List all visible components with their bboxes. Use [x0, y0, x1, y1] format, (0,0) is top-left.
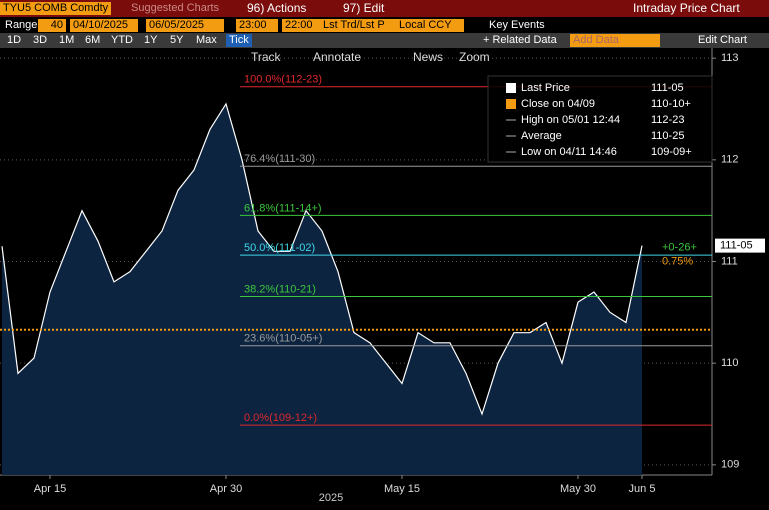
x-tick-label: Jun 5 [629, 483, 656, 495]
period-button[interactable]: Tick [226, 34, 252, 47]
legend-value: 111-05 [651, 82, 684, 94]
x-tick-label: May 15 [384, 483, 420, 495]
chart-tool[interactable]: Track [251, 50, 281, 64]
fib-label: 100.0%(112-23) [244, 74, 322, 86]
x-tick-label: May 30 [560, 483, 596, 495]
fib-label: 61.8%(111-14+) [244, 202, 322, 214]
y-tick-label: 112 [721, 154, 739, 166]
period-button[interactable]: 3D [33, 34, 48, 46]
legend-value: 110-10+ [651, 98, 691, 110]
chart-tool[interactable]: News [413, 50, 444, 64]
edit[interactable]: 97) Edit [343, 1, 385, 15]
fib-label: 0.0%(109-12+) [244, 412, 317, 424]
fib-label: 76.4%(111-30) [244, 153, 315, 165]
legend-name: Close on 04/09 [521, 98, 595, 110]
end-time[interactable]: 22:00 [282, 19, 320, 32]
price-area [2, 103, 642, 475]
price-line [1, 102, 643, 416]
period-button[interactable]: 1Y [144, 34, 158, 46]
ticker[interactable]: TYU5 COMB Comdty [0, 2, 112, 15]
period-button[interactable]: 1D [7, 34, 22, 46]
y-tick-label: 110 [721, 357, 739, 369]
add-data[interactable]: Add Data [570, 34, 660, 47]
legend-name: Low on 04/11 14:46 [521, 146, 617, 158]
last-price-box [715, 238, 765, 253]
legend-value: 110-25 [651, 130, 684, 142]
period-button[interactable]: 5Y [170, 34, 184, 46]
y-tick-label: 109 [721, 459, 739, 471]
start-date[interactable]: 04/10/2025 [70, 19, 138, 32]
legend-name: Last Price [521, 82, 570, 94]
legend-name: Average [521, 130, 562, 142]
edit-chart[interactable]: Edit Chart [698, 34, 747, 46]
period-button[interactable]: YTD [111, 34, 133, 46]
legend-name: High on 05/01 12:44 [521, 114, 620, 126]
change: +0-26+ [662, 242, 697, 254]
field[interactable]: Lst Trd/Lst P [320, 19, 396, 32]
legend-value: 109-09+ [651, 146, 692, 158]
legend-swatch [506, 99, 516, 109]
period-button[interactable]: Max [196, 34, 217, 46]
y-tick-label: 111 [721, 255, 738, 267]
key-events[interactable]: Key Events [489, 19, 545, 31]
view-name: Intraday Price Chart [633, 1, 740, 15]
legend-box [487, 75, 713, 163]
range-label: Range [5, 19, 38, 31]
chart-tool[interactable]: Zoom [459, 50, 490, 64]
last-price-label: 111-05 [720, 240, 753, 252]
y-tick-label: 113 [721, 52, 739, 64]
change-pct: 0.75% [662, 256, 693, 268]
title-bar: TYU5 COMB Comdty Suggested Charts 96) Ac… [0, 0, 769, 17]
legend-value: 112-23 [651, 114, 684, 126]
fib-label: 50.0%(111-02) [244, 242, 315, 254]
x-label: 2025 [319, 492, 343, 504]
legend: Last Price 111-05 Close on 04/09 110-10+ Hig… [487, 75, 713, 163]
x-tick-label: Apr 30 [210, 483, 242, 495]
period-bar: 1D 3D 1M 6M YTD 1Y 5Y Max Tick + Related Data Ad… [0, 33, 769, 48]
start-time[interactable]: 23:00 [236, 19, 278, 32]
chart: 2025 109 110 111 112 113 Apr 15 Apr 30 May 15 Ma… [0, 48, 765, 504]
period-button[interactable]: 6M [85, 34, 101, 46]
end-date[interactable]: 06/05/2025 [146, 19, 224, 32]
legend-swatch [506, 83, 516, 93]
settings-bar: Range 40 04/10/2025 06/05/2025 23:00 22:… [0, 17, 769, 34]
fib-label: 38.2%(110-21) [244, 283, 316, 295]
actions[interactable]: 96) Actions [247, 1, 307, 15]
fib-label: 23.6%(110-05+) [244, 333, 322, 345]
suggested[interactable]: Suggested Charts [131, 2, 220, 14]
range-n[interactable]: 40 [38, 19, 66, 32]
period-button[interactable]: 1M [59, 34, 75, 46]
currency[interactable]: Local CCY [396, 19, 464, 32]
x-tick-label: Apr 15 [34, 483, 66, 495]
related-data[interactable]: + Related Data [483, 34, 557, 46]
chart-tool[interactable]: Annotate [313, 50, 362, 64]
